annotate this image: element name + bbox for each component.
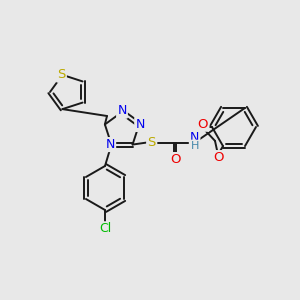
Text: O: O: [170, 153, 181, 166]
Text: O: O: [214, 151, 224, 164]
Text: H: H: [190, 141, 199, 151]
Text: O: O: [198, 118, 208, 130]
Text: N: N: [106, 138, 115, 151]
Text: S: S: [57, 68, 66, 81]
Text: S: S: [147, 136, 156, 149]
Text: N: N: [117, 104, 127, 118]
Text: Cl: Cl: [99, 223, 111, 236]
Text: N: N: [135, 118, 145, 131]
Text: O: O: [214, 151, 224, 164]
Text: H: H: [190, 141, 199, 151]
Text: O: O: [170, 153, 181, 166]
Text: N: N: [117, 104, 127, 118]
Text: N: N: [135, 118, 145, 131]
Text: N: N: [106, 138, 115, 151]
Text: O: O: [198, 118, 208, 130]
Text: Cl: Cl: [99, 223, 111, 236]
Text: S: S: [57, 68, 66, 81]
Text: N: N: [190, 131, 199, 144]
Text: N: N: [190, 131, 199, 144]
Text: S: S: [147, 136, 156, 149]
